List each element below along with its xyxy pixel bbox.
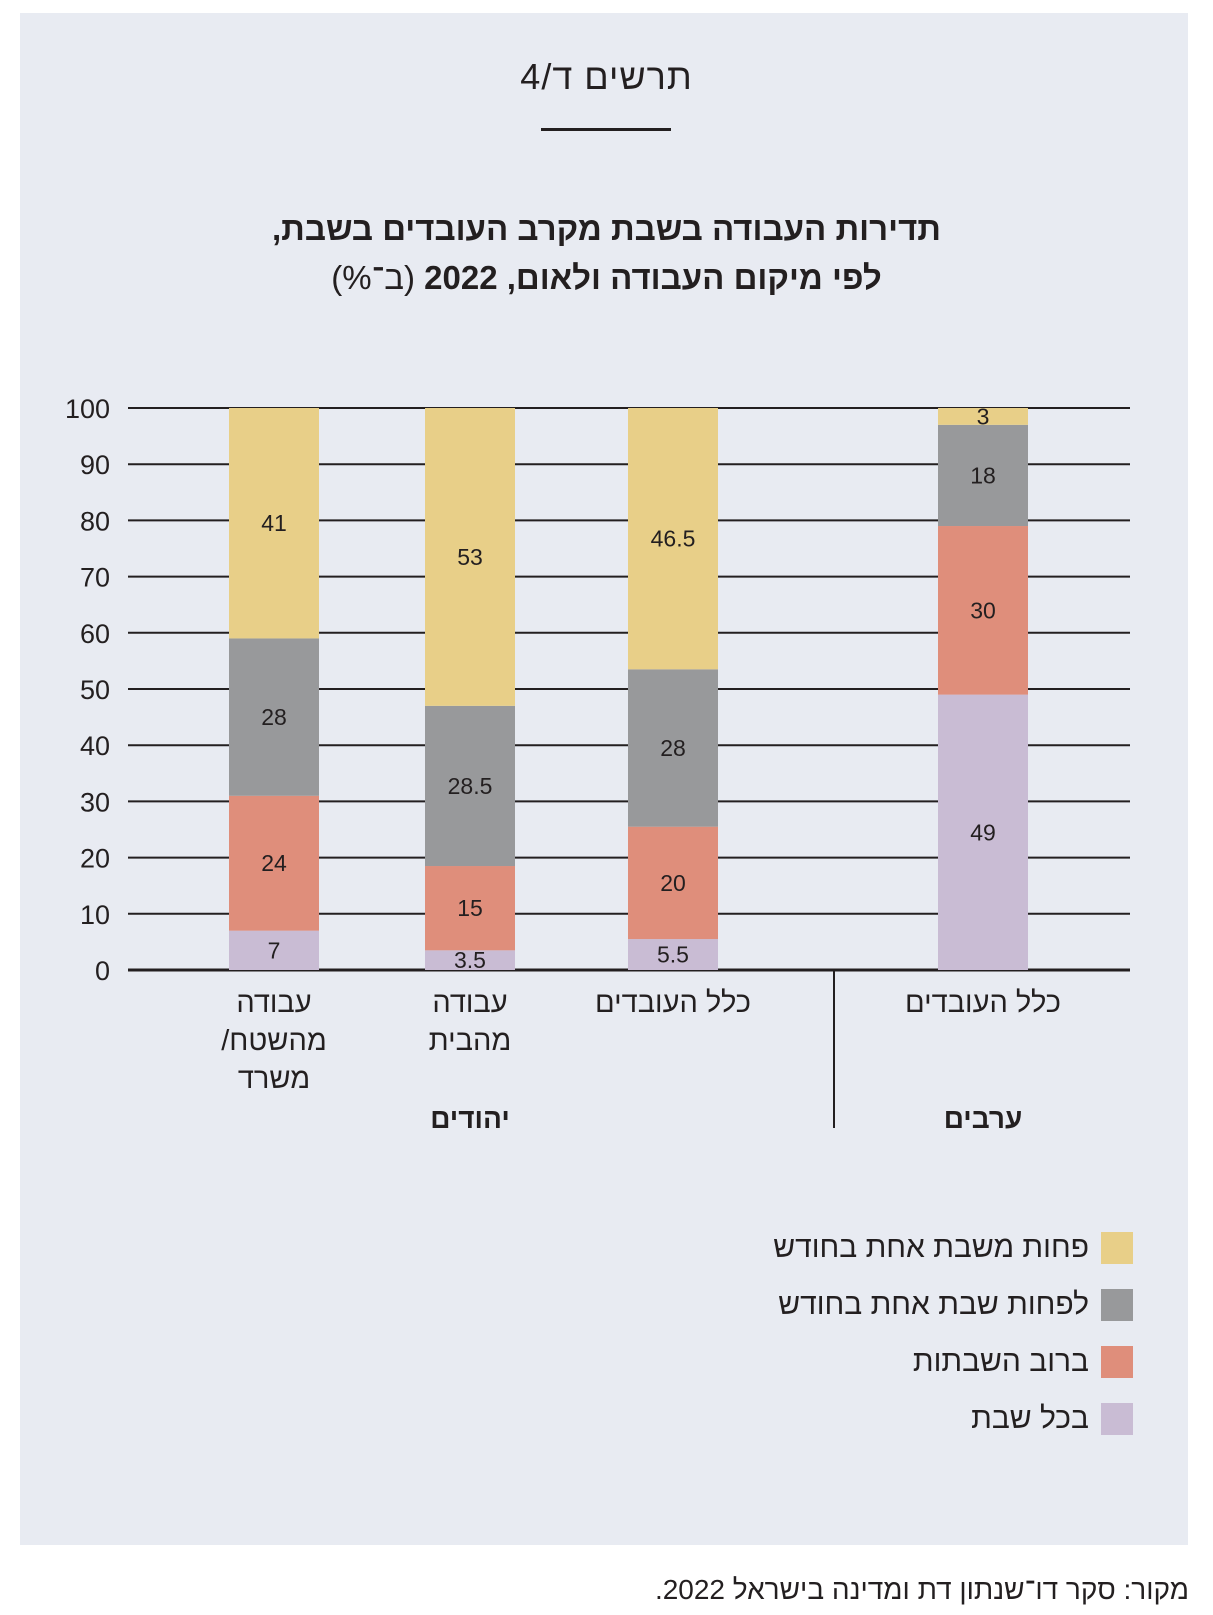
source-note: מקור: סקר דו־שנתון דת ומדינה בישראל 2022… [654, 1574, 1189, 1605]
chart-title-line-2-main: לפי מיקום העבודה ולאום, 2022 [424, 259, 882, 296]
x-category-label: עבודה [432, 987, 507, 1019]
y-tick-label: 10 [80, 900, 110, 930]
bar-segment [425, 950, 515, 970]
bar-segment [425, 866, 515, 951]
stacked-bar-chart: 0 10 20 30 40 50 60 70 80 90 100 7 24 28 41 עבודה מהשטח/… [65, 394, 1130, 1134]
bar-segment [938, 694, 1028, 970]
chart-title-line-1: תדירות העבודה בשבת מקרב העובדים בשבת, [272, 210, 941, 247]
bar-segment [229, 408, 319, 639]
bar-segment [628, 669, 718, 827]
data-label: 15 [457, 895, 483, 921]
x-category-label: משרד [238, 1063, 310, 1095]
y-tick-label: 70 [80, 563, 110, 593]
chart-title-unit: (ב־%) [331, 259, 415, 296]
y-tick-label: 40 [80, 731, 110, 761]
x-category-label: עבודה [236, 987, 311, 1019]
y-tick-label: 100 [65, 394, 110, 424]
figure-number: תרשים ד/4 [520, 56, 693, 97]
y-tick-label: 60 [80, 619, 110, 649]
data-label: 41 [261, 510, 287, 536]
data-label: 5.5 [657, 942, 689, 968]
bar-segment [229, 930, 319, 970]
y-tick-label: 0 [95, 956, 110, 986]
legend-swatch [1101, 1346, 1133, 1378]
x-category-label: כלל העובדים [905, 987, 1061, 1019]
y-tick-label: 90 [80, 450, 110, 480]
legend-label: פחות משבת אחת בחודש [773, 1231, 1089, 1264]
data-label: 28.5 [448, 773, 493, 799]
group-label: יהודים [430, 1103, 510, 1134]
legend-item: ברוב השבתות [913, 1345, 1133, 1379]
legend-item: פחות משבת אחת בחודש [773, 1231, 1133, 1265]
data-label: 28 [261, 704, 287, 730]
chart-title-line-2: לפי מיקום העבודה ולאום, 2022 (ב־%) [100, 256, 1113, 300]
legend-swatch [1101, 1289, 1133, 1321]
legend-label: לפחות שבת אחת בחודש [778, 1288, 1089, 1321]
y-tick-label: 30 [80, 787, 110, 817]
bar-segment [938, 526, 1028, 695]
x-category-label: מהשטח/ [221, 1025, 327, 1057]
bar-segment [229, 795, 319, 931]
legend-item: לפחות שבת אחת בחודש [778, 1288, 1133, 1322]
x-category-label: מהבית [429, 1025, 512, 1057]
figure-number-underline [541, 128, 671, 131]
data-label: 46.5 [651, 526, 696, 552]
data-label: 18 [970, 462, 996, 488]
bar-segment [628, 939, 718, 970]
legend-label: בכל שבת [971, 1402, 1089, 1435]
data-label: 28 [660, 735, 686, 761]
bar-segment [628, 408, 718, 670]
legend-item: בכל שבת [971, 1402, 1133, 1436]
bar-segment [628, 826, 718, 940]
x-category-label: כלל העובדים [595, 987, 751, 1019]
data-label: 24 [261, 850, 287, 876]
data-label: 3 [977, 403, 990, 429]
bar-segment [425, 408, 515, 706]
data-label: 53 [457, 544, 483, 570]
bar-segment [938, 408, 1028, 425]
legend-swatch [1101, 1232, 1133, 1264]
bar-segment [425, 705, 515, 867]
y-tick-label: 50 [80, 675, 110, 705]
legend-label: ברוב השבתות [912, 1345, 1089, 1378]
data-label: 7 [268, 937, 281, 963]
data-label: 3.5 [454, 947, 486, 973]
bar-segment [229, 638, 319, 796]
data-label: 30 [970, 597, 996, 623]
group-label: ערבים [944, 1103, 1023, 1134]
legend-swatch [1101, 1403, 1133, 1435]
y-tick-label: 80 [80, 506, 110, 536]
y-tick-label: 20 [80, 844, 110, 874]
bar-segment [938, 424, 1028, 527]
data-label: 20 [660, 870, 686, 896]
data-label: 49 [970, 819, 996, 845]
